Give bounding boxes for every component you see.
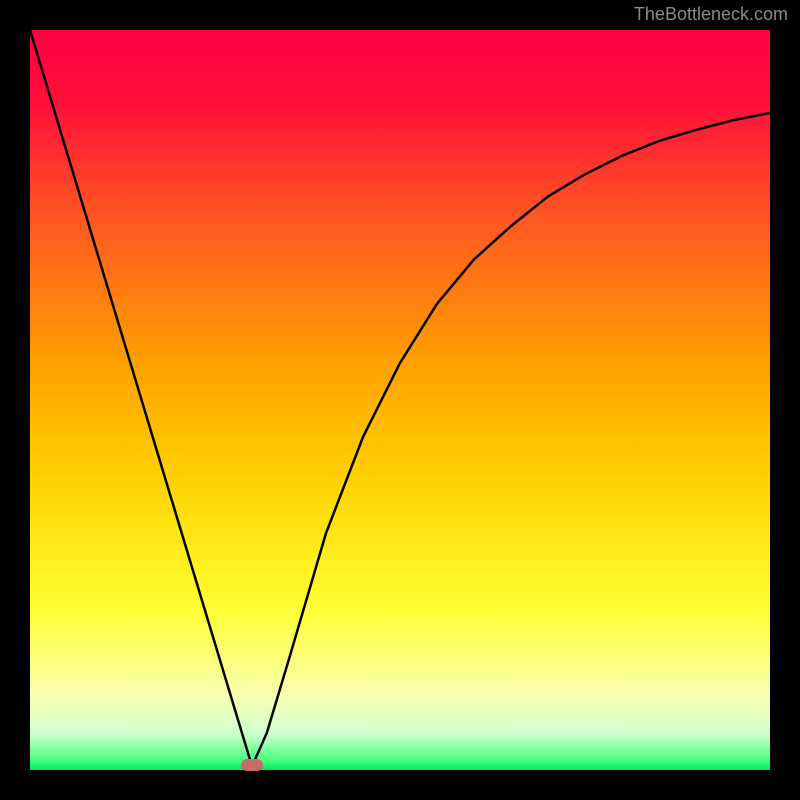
watermark-label: TheBottleneck.com [634, 4, 788, 25]
chart-svg [30, 30, 770, 770]
plot-area [30, 30, 770, 770]
optimum-marker [241, 759, 263, 771]
bottleneck-chart: TheBottleneck.com [0, 0, 800, 800]
